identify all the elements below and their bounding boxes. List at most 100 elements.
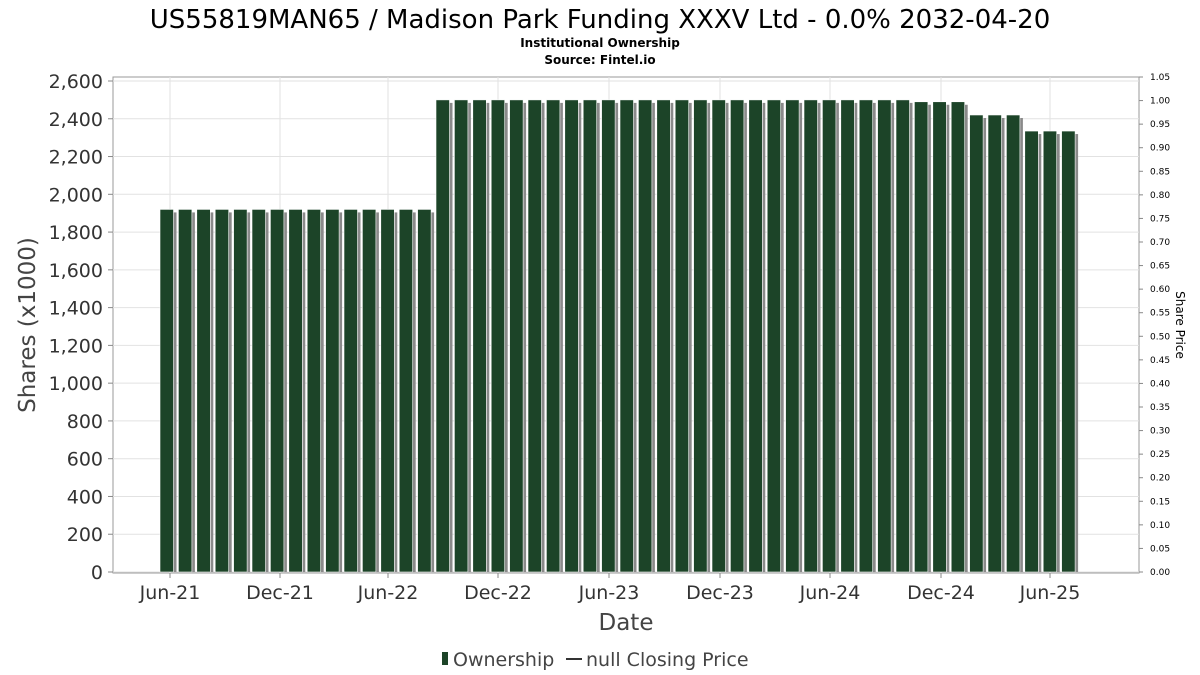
ownership-bar	[914, 101, 929, 573]
y-tick-label: 400	[67, 486, 103, 508]
y-tick-label: 2,600	[49, 71, 103, 93]
x-tick-label: Jun-23	[578, 582, 640, 604]
ownership-bar	[601, 99, 616, 573]
y2-tick-label: 0.70	[1150, 238, 1170, 248]
x-tick-label: Jun-21	[139, 582, 201, 604]
ownership-bar	[803, 99, 818, 573]
x-tick-label: Jun-25	[1019, 582, 1081, 604]
ownership-bar	[1042, 130, 1057, 573]
ownership-bar	[380, 209, 395, 573]
chart-subtitle-1: Institutional Ownership	[520, 36, 680, 50]
y2-tick-label: 0.30	[1150, 427, 1170, 437]
ownership-bar	[270, 209, 285, 573]
ownership-bar	[435, 99, 450, 573]
ownership-bar	[454, 99, 469, 573]
y-tick-label: 1,400	[49, 298, 103, 320]
ownership-bar	[417, 209, 432, 573]
ownership-bar	[343, 209, 358, 573]
y2-tick-label: 0.95	[1150, 120, 1170, 130]
ownership-bar	[546, 99, 561, 573]
ownership-bar	[325, 209, 340, 573]
ownership-bar	[398, 209, 414, 573]
ownership-bar	[711, 99, 726, 573]
y2-tick-label: 0.00	[1150, 568, 1170, 578]
ownership-bar	[766, 99, 782, 573]
ownership-bar	[178, 209, 193, 573]
x-tick-label: Jun-24	[799, 582, 861, 604]
ownership-bar	[362, 209, 377, 573]
ownership-bar	[1061, 130, 1076, 573]
y-tick-label: 2,000	[49, 184, 103, 206]
x-tick-label: Dec-23	[686, 582, 754, 604]
secondary-y-axis-label: Share Price	[1173, 291, 1187, 359]
y2-tick-label: 0.60	[1150, 285, 1170, 295]
y-tick-label: 1,200	[49, 335, 103, 357]
y2-tick-label: 0.55	[1150, 309, 1170, 319]
y2-tick-label: 0.05	[1150, 544, 1170, 554]
x-tick-label: Dec-22	[464, 582, 532, 604]
ownership-bar	[159, 209, 174, 573]
ownership-bar	[214, 209, 229, 573]
ownership-bar	[987, 114, 1002, 573]
ownership-bar	[877, 99, 892, 573]
ownership-bar	[693, 99, 708, 573]
x-tick-label: Dec-21	[246, 582, 314, 604]
y2-tick-label: 0.35	[1150, 403, 1170, 413]
ownership-bar	[656, 99, 671, 573]
ownership-bar	[472, 99, 487, 573]
x-tick-label: Dec-24	[907, 582, 975, 604]
y-tick-label: 200	[67, 524, 103, 546]
ownership-bar	[1006, 114, 1021, 573]
ownership-bar	[638, 99, 653, 573]
chart-title: US55819MAN65 / Madison Park Funding XXXV…	[150, 5, 1051, 35]
y-tick-label: 1,600	[49, 260, 103, 282]
ownership-bar	[233, 209, 248, 573]
y2-tick-label: 0.75	[1150, 214, 1170, 224]
y2-tick-label: 0.15	[1150, 497, 1170, 507]
y-axis-label: Shares (x1000)	[15, 237, 41, 413]
y2-tick-label: 0.85	[1150, 167, 1170, 177]
ownership-bar	[895, 99, 910, 573]
y-tick-label: 2,400	[49, 109, 103, 131]
x-tick-label: Jun-22	[357, 582, 419, 604]
bar-series-ownership	[159, 99, 1079, 573]
ownership-bar	[730, 99, 745, 573]
ownership-bar	[950, 101, 966, 573]
ownership-bar	[582, 99, 598, 573]
ownership-bar	[564, 99, 579, 573]
y2-tick-label: 0.50	[1150, 332, 1170, 342]
ownership-bar	[509, 99, 524, 573]
legend: Ownership null Closing Price	[442, 649, 749, 671]
y2-tick-label: 0.25	[1150, 450, 1170, 460]
y-axis-ticks: 0 200 400 600 800 1,000 1,200 1,400 1,600 1,800 2,…	[49, 71, 113, 584]
y-tick-label: 600	[67, 449, 103, 471]
y-tick-label: 1,800	[49, 222, 103, 244]
ownership-bar	[251, 209, 266, 573]
ownership-bar	[288, 209, 303, 573]
ownership-bar	[858, 99, 874, 573]
ownership-bar	[306, 209, 322, 573]
y2-tick-label: 0.40	[1150, 379, 1170, 389]
y2-tick-label: 0.80	[1150, 191, 1170, 201]
ownership-bar	[822, 99, 837, 573]
y2-tick-label: 0.20	[1150, 474, 1170, 484]
y2-tick-label: 0.90	[1150, 144, 1170, 154]
legend-closing-price-label: null Closing Price	[586, 649, 749, 671]
ownership-bar	[619, 99, 634, 573]
secondary-y-axis-ticks: 0.00 0.05 0.10 0.15 0.20 0.25 0.30 0.35 0.40 0.45…	[1139, 73, 1170, 578]
ownership-bar	[527, 99, 542, 573]
ownership-bar	[674, 99, 690, 573]
chart-subtitle-2: Source: Fintel.io	[544, 53, 655, 67]
x-axis-label: Date	[599, 610, 654, 636]
y2-tick-label: 0.65	[1150, 262, 1170, 272]
y2-tick-label: 0.10	[1150, 521, 1170, 531]
ownership-bar	[196, 209, 211, 573]
legend-ownership-swatch	[442, 652, 448, 665]
y-tick-label: 0	[91, 562, 103, 584]
y2-tick-label: 1.05	[1150, 73, 1170, 83]
ownership-bar	[932, 101, 947, 573]
y-tick-label: 2,200	[49, 147, 103, 169]
y-tick-label: 800	[67, 411, 103, 433]
ownership-bar	[785, 99, 800, 573]
